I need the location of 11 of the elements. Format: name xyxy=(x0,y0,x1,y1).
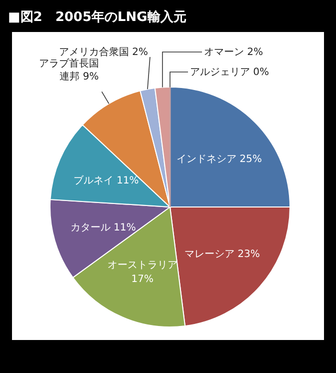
slice-label: マレーシア 23% xyxy=(184,249,260,260)
slice-label: インドネシア 25% xyxy=(176,154,262,165)
slice-label: ブルネイ 11% xyxy=(73,174,139,186)
slice-label: アラブ首長国連邦 9% xyxy=(38,58,99,83)
slice-label: オマーン 2% xyxy=(204,47,264,58)
slice-label: カタール 11% xyxy=(70,222,136,234)
slice-label: オーストラリア xyxy=(107,260,178,271)
slice-label: アメリカ合衆国 2% xyxy=(58,46,148,58)
legend-label: アルジェリア 0% xyxy=(190,67,270,78)
chart-title: ■図2 2005年のLNG輸入元 xyxy=(8,9,186,25)
data-label: 17% xyxy=(131,274,154,285)
